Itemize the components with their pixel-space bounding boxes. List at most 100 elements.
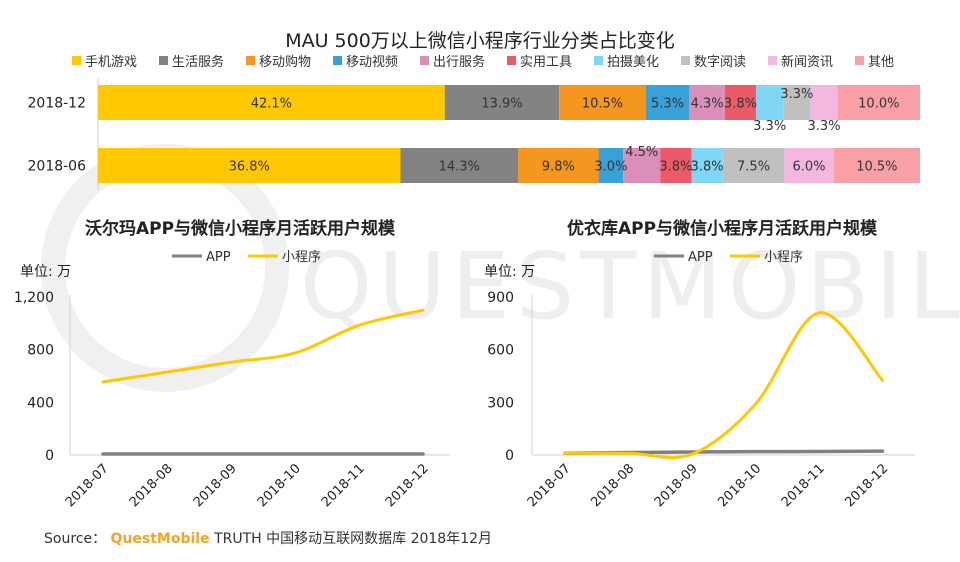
legend-label-7: 数字阅读: [694, 55, 746, 70]
bar-seg-0-4: [689, 85, 725, 120]
watermark-text: QUESTMOBILE: [300, 233, 960, 340]
chart3-xtick-4: 2018-11: [779, 461, 828, 510]
legend-swatch-0: [72, 56, 81, 65]
chart3-ytick-3: 900: [487, 290, 514, 306]
chart3-xtick-0: 2018-07: [525, 461, 574, 510]
chart3-unit: 单位: 万: [484, 264, 535, 280]
chart2-xtick-1: 2018-08: [127, 461, 176, 510]
bar-seg-1-8: [784, 148, 834, 183]
bar-label-1-2: 9.8%: [542, 160, 575, 175]
legend-swatch-5: [507, 56, 516, 65]
chart3-ytick-0: 0: [505, 448, 514, 464]
row-label-1: 2018-06: [28, 159, 87, 175]
bar-label-1-7: 7.5%: [737, 160, 770, 175]
legend-label-1: 生活服务: [172, 54, 224, 70]
legend-swatch-4: [420, 56, 429, 65]
chart2-unit: 单位: 万: [20, 264, 71, 280]
bar-seg-1-0: [98, 148, 401, 183]
bar-label-1-0: 36.8%: [229, 160, 270, 175]
source-rest: TRUTH 中国移动互联网数据库 2018年12月: [214, 531, 493, 547]
legend-swatch-1: [159, 56, 168, 65]
bar-label-0-8: 3.3%: [808, 119, 841, 134]
bar-label-0-5: 3.8%: [724, 97, 757, 112]
chart2-ytick-0: 0: [45, 448, 54, 464]
chart3-xtick-5: 2018-12: [842, 461, 891, 510]
bar-label-1-8: 6.0%: [793, 160, 826, 175]
bar-label-0-6: 3.3%: [753, 119, 786, 134]
chart2-xtick-4: 2018-11: [319, 461, 368, 510]
chart2-series-1: [101, 308, 425, 384]
legend-label-3: 移动视频: [346, 55, 398, 70]
bar-seg-0-0: [98, 85, 445, 120]
bar-seg-1-9: [833, 148, 920, 183]
bar-label-0-4: 4.3%: [691, 97, 724, 112]
chart2-xtick-0: 2018-07: [63, 461, 112, 510]
chart3-title: 优衣库APP与微信小程序月活跃用户规模: [567, 218, 878, 239]
legend-swatch-8: [768, 56, 777, 65]
chart2-legend-label-0: APP: [206, 250, 231, 265]
chart3-legend-label-0: APP: [688, 250, 713, 265]
bar-label-1-1: 14.3%: [439, 160, 480, 175]
bar-label-1-3: 3.0%: [594, 160, 627, 175]
bar-label-1-9: 10.5%: [856, 160, 897, 175]
bar-seg-0-2: [559, 85, 646, 120]
watermark-ring: [41, 144, 289, 392]
bar-seg-0-9: [837, 85, 920, 120]
legend-label-2: 移动购物: [259, 54, 311, 70]
legend-label-8: 新闻资讯: [781, 54, 833, 70]
bar-label-0-9: 10.0%: [858, 97, 899, 112]
bar-seg-1-5: [660, 148, 692, 183]
chart3-xtick-2: 2018-09: [652, 461, 701, 510]
bar-seg-1-3: [598, 148, 624, 183]
legend-label-0: 手机游戏: [85, 55, 137, 70]
chart1-title: MAU 500万以上微信小程序行业分类占比变化: [285, 30, 675, 52]
bar-label-0-0: 42.1%: [251, 97, 292, 112]
legend-swatch-2: [246, 56, 255, 65]
chart2-title: 沃尔玛APP与微信小程序月活跃用户规模: [85, 218, 396, 239]
source-line: Source： QuestMobile TRUTH 中国移动互联网数据库 201…: [44, 528, 492, 548]
legend-label-9: 其他: [868, 55, 894, 70]
chart3-series-1: [563, 311, 884, 460]
bar-seg-0-1: [444, 85, 560, 120]
bar-label-1-5: 3.8%: [659, 160, 692, 175]
bar-seg-0-7: [783, 85, 811, 120]
chart2-ytick-1: 400: [27, 395, 54, 411]
chart2-ytick-2: 800: [27, 343, 54, 359]
chart3-xtick-3: 2018-10: [715, 461, 764, 510]
bar-seg-1-1: [400, 148, 519, 183]
chart2-xtick-3: 2018-10: [255, 461, 304, 510]
chart3-legend-label-1: 小程序: [764, 250, 803, 265]
row-label-0: 2018-12: [28, 96, 87, 112]
chart3-ytick-1: 300: [487, 395, 514, 411]
bar-label-0-3: 5.3%: [651, 97, 684, 112]
chart2-xtick-5: 2018-12: [383, 461, 432, 510]
bar-seg-1-4: [623, 148, 661, 183]
chart2-xtick-2: 2018-09: [191, 461, 240, 510]
legend-swatch-9: [855, 56, 864, 65]
bar-seg-0-3: [645, 85, 690, 120]
bar-seg-1-2: [518, 148, 599, 183]
chart2-legend-label-1: 小程序: [282, 250, 321, 265]
bar-seg-0-6: [756, 85, 784, 120]
legend-swatch-3: [333, 56, 342, 65]
bar-label-1-4: 4.5%: [625, 145, 658, 160]
bar-label-0-7: 3.3%: [780, 87, 813, 102]
legend-label-4: 出行服务: [433, 54, 485, 70]
bar-seg-1-7: [722, 148, 785, 183]
legend-label-5: 实用工具: [520, 55, 572, 70]
bar-label-0-2: 10.5%: [582, 97, 623, 112]
bar-seg-0-5: [724, 85, 757, 120]
legend-swatch-6: [594, 56, 603, 65]
source-brand: QuestMobile: [110, 531, 210, 547]
bar-label-1-6: 3.8%: [691, 160, 724, 175]
bar-seg-0-8: [810, 85, 838, 120]
source-label: Source：: [44, 531, 107, 547]
chart3-xtick-1: 2018-08: [588, 461, 637, 510]
bar-seg-1-6: [691, 148, 723, 183]
legend-swatch-7: [681, 56, 690, 65]
chart2-ytick-3: 1,200: [14, 290, 54, 306]
legend-label-6: 拍摄美化: [607, 55, 659, 70]
bar-label-0-1: 13.9%: [481, 97, 522, 112]
